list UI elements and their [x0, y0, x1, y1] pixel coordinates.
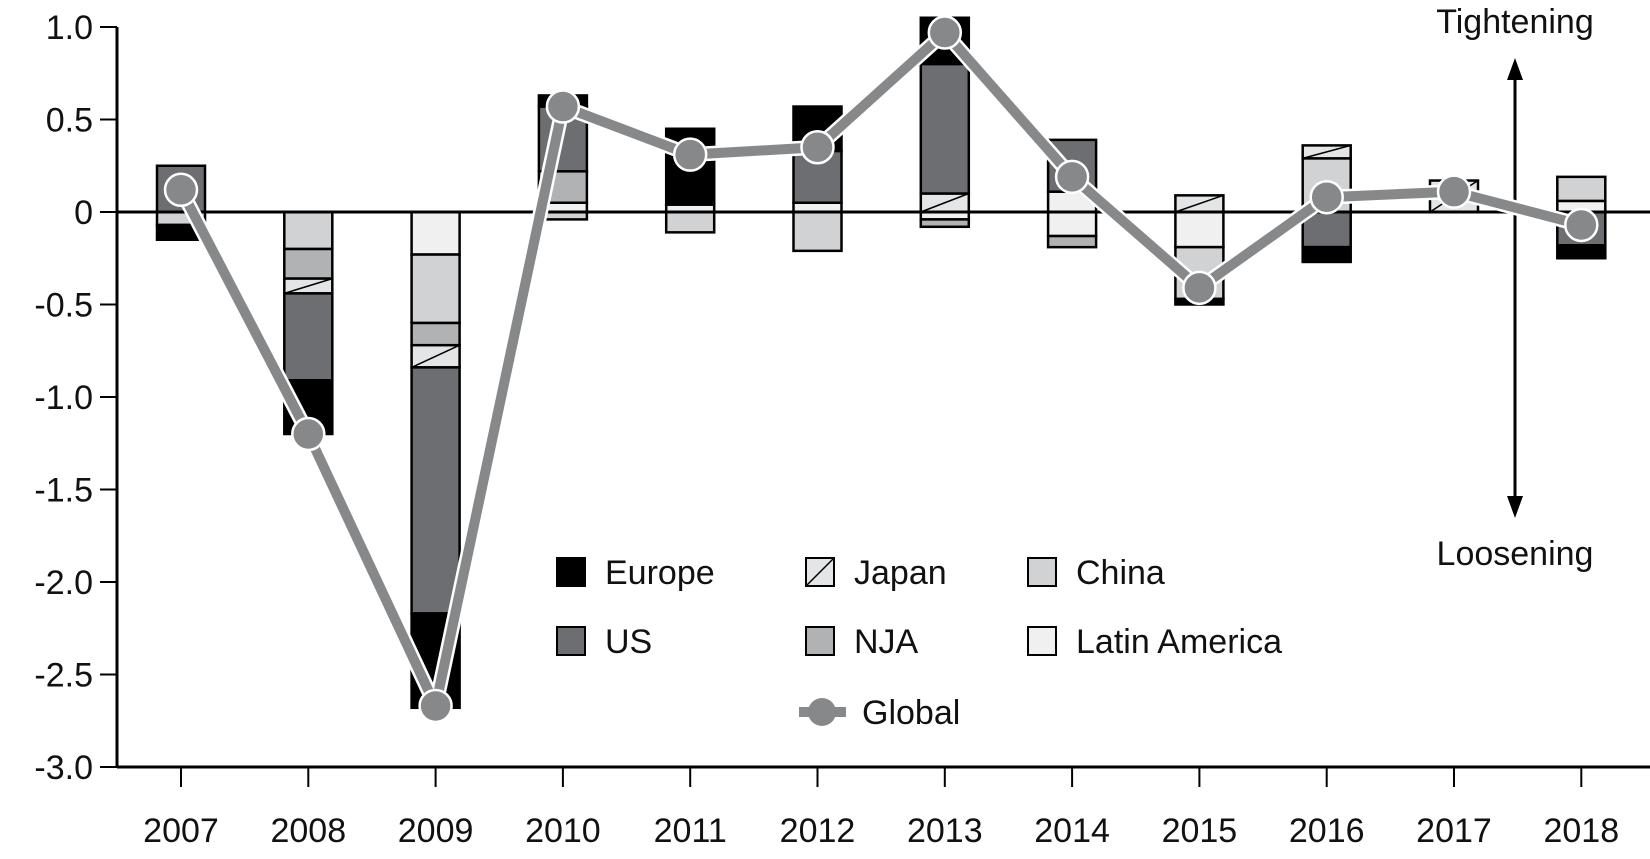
global-point-2011 — [672, 137, 708, 172]
x-tick-label: 2016 — [1289, 812, 1365, 850]
legend-swatch — [1027, 626, 1057, 656]
japan-hatch — [1302, 144, 1351, 160]
annotation-tightening: Tightening — [1436, 3, 1594, 41]
bar-segment-china — [1556, 175, 1607, 203]
bar-segment-china — [664, 210, 716, 234]
bar-segment-china — [410, 253, 461, 325]
x-tick-label: 2012 — [780, 812, 856, 850]
legend-label: Europe — [605, 554, 715, 592]
global-point-2015 — [1182, 270, 1217, 306]
y-tick-label: -3.0 — [34, 749, 93, 787]
legend-item-global: Global — [799, 694, 960, 732]
bar-segment-europe — [1301, 245, 1352, 264]
arrow-down-icon — [1507, 496, 1523, 518]
legend-item-latin-america: Latin America — [1027, 623, 1282, 661]
global-point-2016 — [1309, 179, 1344, 215]
legend-label: China — [1076, 554, 1165, 592]
legend-label: US — [605, 623, 652, 661]
bar-segment-us — [919, 62, 971, 195]
bar-segment-china — [792, 210, 843, 253]
y-tick-label: 0 — [74, 194, 93, 232]
bar-stack-2008 — [283, 210, 334, 436]
y-tick-label: -0.5 — [34, 287, 93, 325]
global-point-2013 — [927, 15, 963, 50]
x-tick-label: 2009 — [398, 812, 474, 850]
global-point-2014 — [1054, 159, 1090, 195]
legend-swatch — [556, 626, 586, 656]
global-point-2007 — [163, 172, 199, 208]
bar-segment-nja — [410, 321, 461, 347]
bar-segment-china — [283, 210, 334, 251]
japan-hatch — [920, 192, 970, 213]
x-tick-label: 2013 — [907, 812, 983, 850]
legend-label: NJA — [854, 623, 919, 661]
y-tick-label: -2.0 — [34, 564, 93, 602]
x-tick-label: 2017 — [1416, 812, 1492, 850]
japan-hatch — [411, 344, 460, 369]
global-point-2010 — [545, 89, 581, 124]
japan-hatch — [1175, 194, 1224, 213]
global-point-2008 — [291, 416, 326, 452]
legend-label: Latin America — [1076, 623, 1282, 661]
japan-hatch — [284, 277, 333, 295]
x-tick-label: 2008 — [270, 812, 346, 850]
x-tick-label: 2015 — [1162, 812, 1238, 850]
legend-swatch — [1027, 557, 1057, 587]
bar-segment-europe — [1556, 244, 1607, 260]
legend-item-us: US — [556, 623, 652, 661]
bar-stack-2009 — [410, 210, 461, 710]
global-point-2009 — [418, 688, 453, 724]
legend-label: Global — [862, 694, 960, 732]
legend: Europe Japan China US NJA Latin America Global — [556, 554, 1282, 732]
arrow-up-icon — [1507, 58, 1523, 80]
x-tick-label: 2014 — [1034, 812, 1110, 850]
y-tick-label: -1.5 — [34, 472, 93, 510]
legend-item-europe: Europe — [556, 554, 715, 592]
bar-segment-latin-america — [1046, 210, 1098, 238]
global-point-2018 — [1564, 207, 1599, 243]
x-tick-label: 2011 — [654, 812, 727, 850]
bar-segment-us — [410, 366, 461, 615]
y-tick-label: 1.0 — [46, 9, 93, 47]
bar-segment-us — [283, 292, 334, 382]
global-line — [176, 27, 1583, 711]
legend-swatch — [556, 557, 586, 587]
legend-item-nja: NJA — [805, 623, 919, 661]
global-line-layer — [163, 15, 1599, 724]
x-tick-label: 2018 — [1543, 812, 1619, 850]
y-tick-label: -1.0 — [34, 379, 93, 417]
legend-item-china: China — [1027, 554, 1165, 592]
japan-hatch — [805, 557, 835, 587]
bar-segment-nja — [283, 247, 334, 280]
bar-segment-latin-america — [410, 210, 461, 256]
bar-segment-nja — [919, 218, 971, 229]
axes-layer: 1.0 0.5 0 -0.5 -1.0 -1.5 -2.0 -2.5 -3.0 2007 2008 2… — [34, 9, 1650, 850]
y-tick-label: 0.5 — [46, 102, 93, 140]
legend-marker — [808, 698, 836, 726]
x-tick-label: 2007 — [143, 812, 219, 850]
legend-label: Japan — [854, 554, 947, 592]
y-tick-label: -2.5 — [34, 657, 93, 695]
global-point-2017 — [1436, 174, 1472, 209]
legend-swatch — [805, 626, 835, 656]
global-point-2012 — [800, 130, 835, 165]
bars-layer — [155, 16, 1607, 710]
annotation-loosening: Loosening — [1437, 535, 1594, 573]
x-tick-label: 2010 — [525, 812, 601, 850]
bar-segment-nja — [1046, 234, 1098, 249]
legend-item-japan: Japan — [805, 554, 947, 592]
direction-annotation: Tightening Loosening — [1436, 3, 1594, 573]
bar-segment-latin-america — [1174, 210, 1225, 249]
